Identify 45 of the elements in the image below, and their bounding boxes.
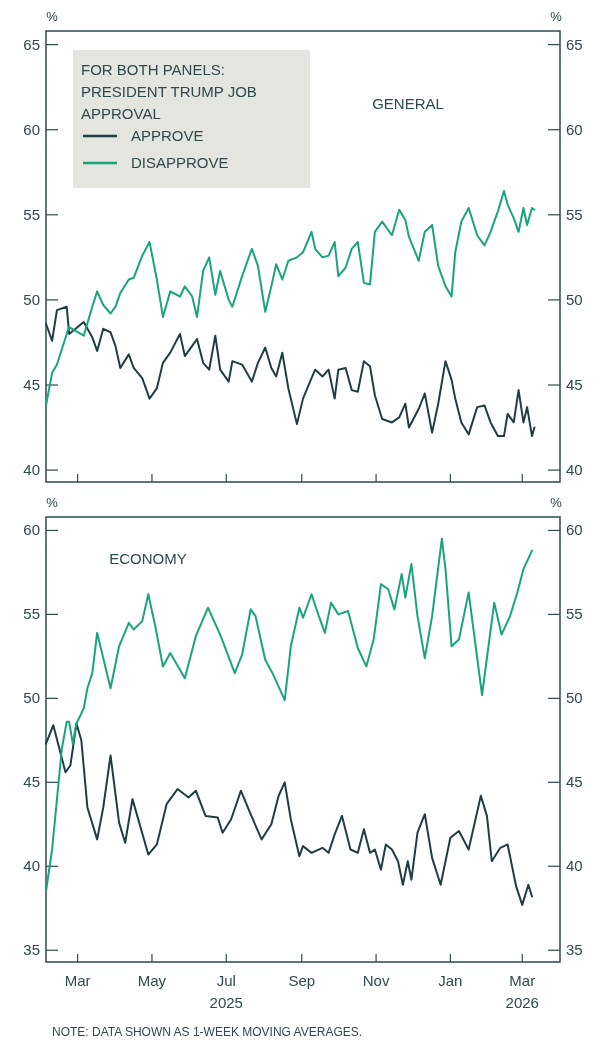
y2-tick-label: 35 [566,941,583,959]
y2-tick-label: 45 [566,773,583,791]
x-tick-label: May [137,972,167,989]
y-tick-label: 55 [23,205,40,223]
legend-label: APPROVE [131,127,204,144]
y-tick-label: 40 [23,857,40,875]
y2-tick-label: 45 [566,375,583,393]
y-tick-label: 35 [23,941,40,959]
text: NOTE: DATA SHOWN AS 1-WEEK MOVING AVERAGES. [52,1025,363,1039]
y2-axis-title: % [550,495,563,510]
y-axis-title: % [46,495,59,510]
line-series [45,189,536,407]
y-tick-label: 45 [23,375,40,393]
legend-title: FOR BOTH PANELS: PRESIDENT TRUMP JOB APPROVAL [81,61,257,122]
y2-tick-label: 40 [566,857,583,875]
y-tick-label: 65 [23,35,40,53]
y-tick-label: 60 [23,120,40,138]
y2-axis-title: % [550,9,563,24]
y2-tick-label: 50 [566,290,583,308]
x-tick-label: Mar 2026 [505,972,539,1011]
y-axis-title: % [46,9,59,24]
line-series [45,305,536,438]
x-tick-label: Mar [64,972,91,989]
legend-label: DISAPPROVE [131,154,229,171]
x-tick-label: Nov [362,972,390,989]
y2-tick-label: 55 [566,605,583,623]
y-tick-label: 55 [23,605,40,623]
text: ECONOMY [109,550,187,567]
line-series [45,722,533,906]
x-tick-label: Jan [438,972,463,989]
text: GENERAL [372,95,444,112]
x-tick-label: Sep [288,972,316,989]
y2-tick-label: 65 [566,35,583,53]
y-tick-label: 50 [23,290,40,308]
x-tick-label: Jul 2025 [209,972,243,1011]
line-series [45,537,533,893]
y2-tick-label: 60 [566,521,583,539]
y-tick-label: 60 [23,521,40,539]
y2-tick-label: 40 [566,461,583,479]
y2-tick-label: 50 [566,689,583,707]
y2-tick-label: 60 [566,120,583,138]
y-tick-label: 45 [23,773,40,791]
y2-tick-label: 55 [566,205,583,223]
y-tick-label: 40 [23,461,40,479]
y-tick-label: 50 [23,689,40,707]
